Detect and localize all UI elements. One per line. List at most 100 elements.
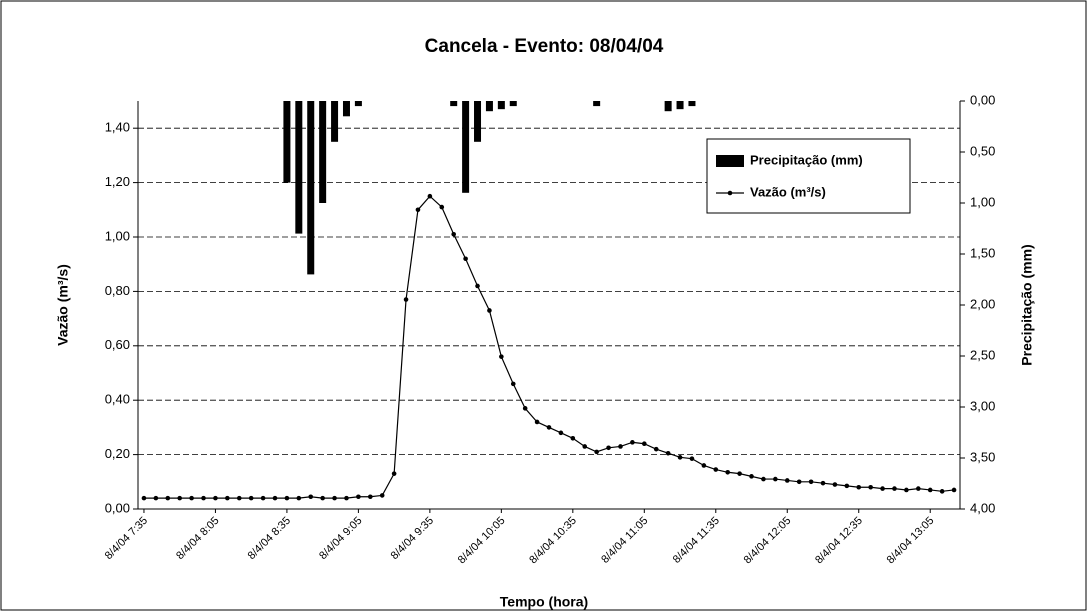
x-axis-label: Tempo (hora)	[500, 594, 588, 610]
y-tick-label: 1,20	[105, 174, 130, 189]
line-marker	[463, 256, 468, 262]
line-marker	[594, 449, 599, 455]
line-marker	[487, 308, 492, 313]
line-marker	[248, 495, 254, 501]
line-marker	[391, 471, 397, 476]
line-marker	[939, 489, 945, 494]
y-tick-label: 0,00	[105, 500, 130, 515]
line-marker	[880, 486, 885, 491]
bar	[462, 101, 470, 193]
line-marker	[439, 204, 445, 210]
line-marker	[820, 480, 826, 486]
bar	[319, 101, 327, 203]
line-marker	[499, 354, 504, 359]
bar	[485, 101, 493, 112]
line-marker	[844, 483, 850, 489]
line-marker	[773, 476, 778, 482]
line-marker	[784, 478, 790, 483]
bar	[593, 101, 601, 107]
line-marker	[356, 494, 361, 500]
bar	[664, 101, 672, 112]
legend-box	[706, 138, 911, 214]
line-marker	[725, 469, 730, 475]
line-marker	[951, 487, 957, 493]
bar	[474, 101, 482, 142]
line-marker	[546, 425, 552, 430]
y2-tick-label: 1,50	[970, 245, 995, 260]
line-marker	[296, 495, 302, 501]
bar	[342, 101, 350, 117]
line-marker	[713, 467, 719, 472]
line-marker	[213, 495, 218, 501]
line-marker	[737, 471, 742, 476]
bar	[688, 101, 696, 107]
line-marker	[665, 450, 671, 456]
y2-tick-label: 3,00	[970, 398, 995, 413]
y2-axis-label: Precipitação (mm)	[1019, 244, 1035, 365]
line-marker	[558, 430, 564, 436]
y-tick-label: 1,40	[105, 120, 130, 135]
y2-tick-label: 1,00	[970, 194, 995, 209]
line-marker	[510, 381, 516, 387]
bar	[509, 101, 517, 107]
line-marker	[260, 495, 266, 501]
line-marker	[749, 474, 754, 479]
line-marker	[689, 456, 695, 461]
line-marker	[308, 494, 314, 500]
bar	[307, 101, 315, 275]
line-marker	[272, 495, 278, 501]
line-marker	[284, 495, 290, 501]
line-marker	[642, 441, 647, 447]
line-marker	[189, 495, 194, 501]
y-tick-label: 0,80	[105, 283, 130, 298]
y-tick-label: 0,40	[105, 392, 130, 407]
line-marker	[403, 297, 409, 302]
line-marker	[534, 419, 540, 425]
line-marker	[415, 207, 421, 213]
line-marker	[916, 486, 921, 491]
line-marker	[570, 435, 576, 441]
line-marker	[904, 487, 909, 493]
line-marker	[379, 493, 385, 498]
line-marker	[475, 283, 480, 289]
legend-swatch	[716, 155, 744, 167]
line-marker	[653, 446, 659, 452]
y2-tick-label: 0,50	[970, 143, 995, 158]
line-marker	[582, 444, 588, 449]
line-marker	[141, 495, 147, 501]
y2-tick-label: 2,50	[970, 347, 995, 362]
line-marker	[701, 463, 707, 468]
bar	[497, 101, 505, 110]
y-axis-label: Vazão (m³/s)	[55, 264, 71, 346]
bar	[676, 101, 684, 110]
line-marker	[522, 406, 528, 411]
bar	[295, 101, 303, 234]
bar	[450, 101, 458, 107]
line-marker	[856, 484, 862, 490]
bar	[283, 101, 291, 183]
line-marker	[225, 495, 230, 501]
line-marker	[427, 193, 433, 199]
y-tick-label: 0,20	[105, 446, 130, 461]
y2-tick-label: 3,50	[970, 449, 995, 464]
line-marker	[344, 495, 349, 501]
line-marker	[618, 444, 623, 449]
line-marker	[368, 494, 373, 500]
line-marker	[677, 455, 683, 460]
legend-label: Vazão (m³/s)	[750, 184, 826, 199]
line-marker	[606, 445, 611, 451]
line-marker	[761, 476, 766, 482]
line-marker	[796, 479, 802, 485]
line-marker	[201, 495, 206, 501]
line-marker	[630, 440, 635, 445]
line-marker	[320, 495, 325, 501]
line-marker	[451, 231, 456, 237]
y-tick-label: 1,00	[105, 228, 130, 243]
legend-label: Precipitação (mm)	[750, 152, 863, 167]
line-marker	[868, 484, 873, 490]
bar	[354, 101, 362, 107]
bar	[331, 101, 339, 142]
legend-swatch-marker	[727, 190, 733, 196]
line-marker	[332, 495, 337, 501]
